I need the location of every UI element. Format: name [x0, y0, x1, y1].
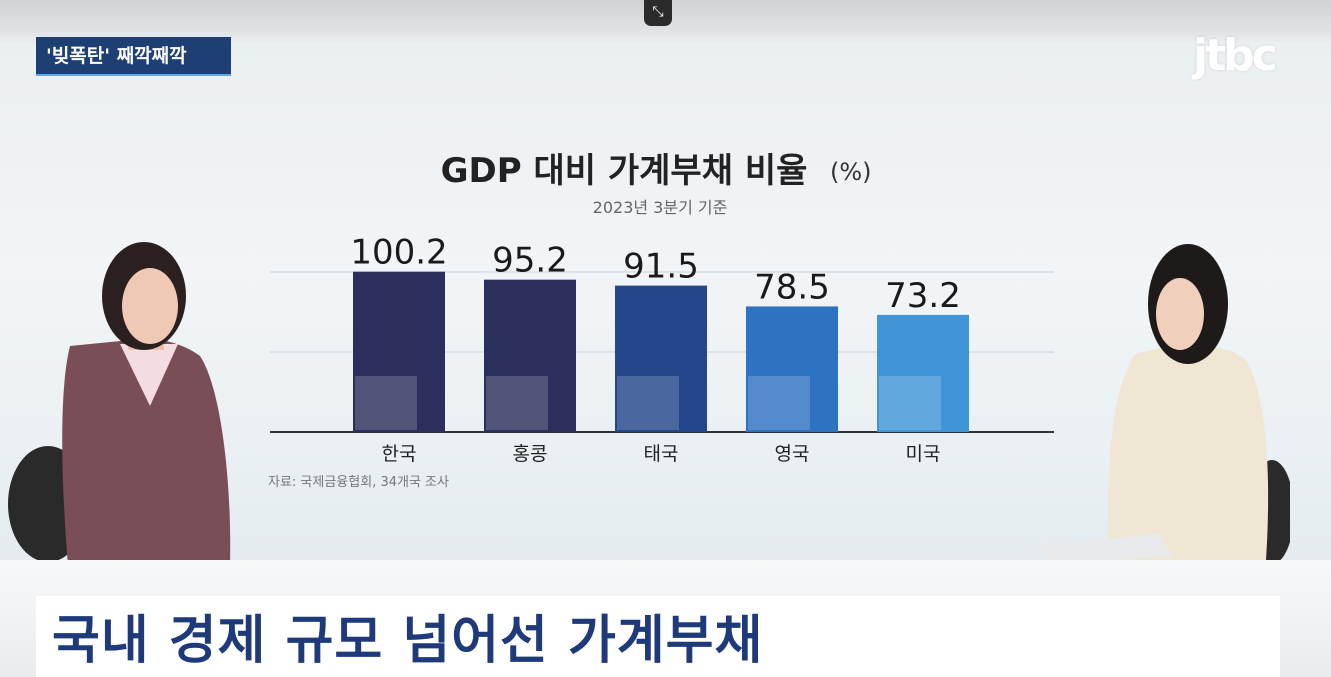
value-label: 78.5 [754, 267, 830, 307]
bar-2 [615, 285, 707, 432]
category-label: 미국 [906, 443, 941, 465]
bar-4 [877, 314, 969, 432]
thailand-flag-icon [617, 376, 679, 430]
guest-right [1040, 244, 1294, 574]
news-caption: 국내 경제 규모 넘어선 가계부채 [52, 611, 764, 671]
chart-source: 자료: 국제금융협회, 34개국 조사 [268, 475, 449, 490]
hong-kong-flag-icon [486, 376, 548, 430]
caption-band [36, 596, 1280, 677]
value-label: 100.2 [350, 233, 447, 273]
value-label: 95.2 [492, 241, 568, 281]
category-label: 태국 [644, 443, 679, 465]
bar-0 [353, 271, 445, 432]
bar-1 [484, 279, 576, 432]
uk-flag-icon [748, 376, 810, 430]
category-label: 홍콩 [513, 443, 548, 465]
category-label: 한국 [382, 443, 417, 465]
jtbc-logo: jtbc [1193, 30, 1278, 81]
program-tag: '빚폭탄' 째깍째깍 [36, 37, 231, 76]
value-label: 91.5 [623, 247, 699, 287]
value-label: 73.2 [885, 276, 961, 316]
chart-title: GDP 대비 가계부채 비율 [441, 151, 808, 191]
exit-fullscreen-icon[interactable]: ⤡ [644, 0, 672, 26]
chart-subtitle: 2023년 3분기 기준 [593, 198, 728, 217]
bar-3 [746, 306, 838, 432]
category-label: 영국 [775, 443, 810, 465]
guest-right-figure [1040, 244, 1294, 574]
us-flag-icon [879, 376, 941, 430]
south-korea-flag-icon [355, 376, 417, 430]
anchor-left-figure [8, 242, 231, 566]
anchor-left [0, 236, 240, 576]
chart-title-unit: (%) [830, 158, 872, 186]
